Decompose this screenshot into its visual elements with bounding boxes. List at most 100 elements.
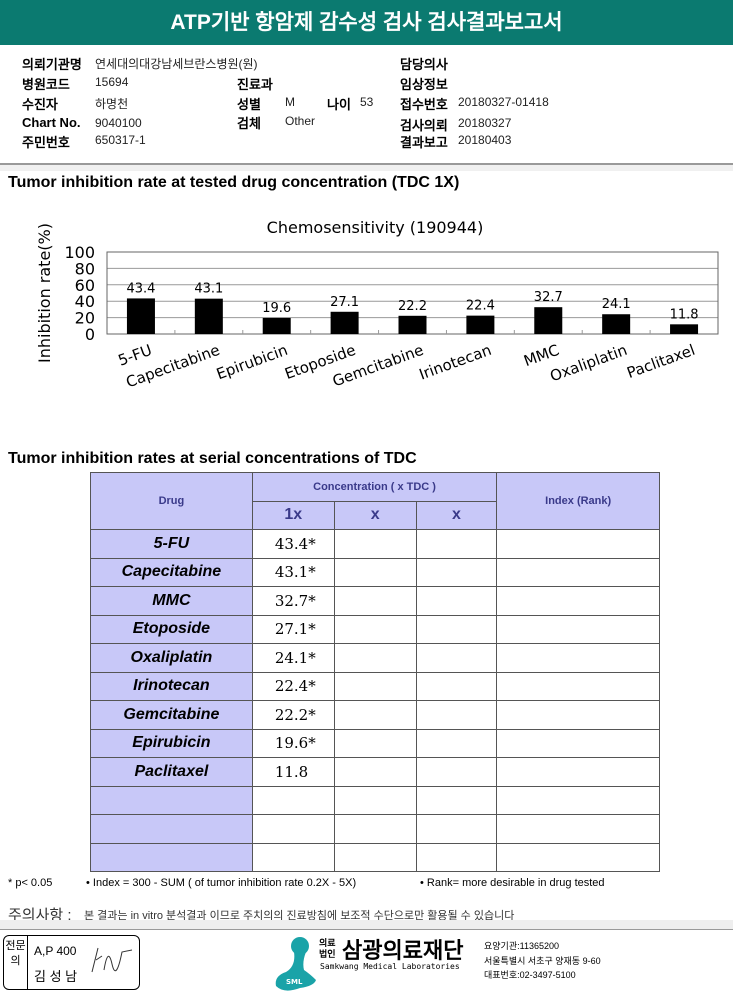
age-label: 나이 <box>327 97 351 112</box>
specialist-label: 전문의 <box>4 936 28 989</box>
bar <box>534 307 563 334</box>
footer-divider <box>0 920 733 930</box>
hospital-code: 15694 <box>95 75 129 89</box>
report-label: 결과보고 <box>400 135 448 150</box>
index-header: Index (Rank) <box>496 472 660 530</box>
table-row: Epirubicin 19.6* <box>90 728 660 758</box>
drug-name <box>90 842 253 872</box>
index-cell <box>496 586 660 616</box>
table-row <box>90 785 660 815</box>
data-label: 19.6 <box>262 301 291 316</box>
institution: 연세대의대강남세브란스병원(원) <box>95 57 258 71</box>
specialist-box: 전문의 A,P 400 김 성 남 <box>3 935 140 990</box>
request-date: 20180327 <box>458 116 512 130</box>
rate-cell <box>333 814 417 844</box>
x-tick-label: Oxaliplatin <box>548 341 630 386</box>
drug-name <box>90 814 253 844</box>
index-cell <box>496 728 660 758</box>
rate-1x: 43.4* <box>251 529 335 559</box>
rate-1x: 19.6* <box>251 728 335 758</box>
rate-cell <box>333 671 417 701</box>
drug-name: Epirubicin <box>90 728 253 758</box>
note-p-value: * p< 0.05 <box>8 877 53 889</box>
rate-cell <box>333 785 417 815</box>
rate-cell <box>415 785 498 815</box>
bar <box>194 298 223 334</box>
y-tick-label: 40 <box>75 292 95 311</box>
rate-cell <box>415 842 498 872</box>
table-row: 5-FU 43.4* <box>90 529 660 559</box>
specialist-name: 김 성 남 <box>34 969 78 984</box>
patient-label: 수진자 <box>22 97 58 112</box>
sex-label: 성별 <box>237 97 261 112</box>
signature <box>91 947 133 973</box>
data-label: 43.4 <box>126 281 155 296</box>
data-label: 43.1 <box>194 282 223 297</box>
svg-text:SML: SML <box>286 978 303 986</box>
drug-name: Irinotecan <box>90 671 253 701</box>
table-row: Paclitaxel 11.8 <box>90 757 660 787</box>
table-row: Etoposide 27.1* <box>90 614 660 644</box>
rate-cell <box>415 757 498 787</box>
bar <box>602 314 631 334</box>
bar <box>262 317 291 334</box>
section1-title: Tumor inhibition rate at tested drug con… <box>8 174 460 191</box>
y-tick-label: 20 <box>75 309 95 328</box>
receipt: 20180327-01418 <box>458 95 549 109</box>
rate-1x: 24.1* <box>251 643 335 673</box>
table-row <box>90 814 660 844</box>
table-row: Capecitabine 43.1* <box>90 557 660 587</box>
rate-cell <box>333 586 417 616</box>
sml-logo-icon: SML <box>275 937 316 991</box>
drug-name: Etoposide <box>90 614 253 644</box>
index-cell <box>496 700 660 730</box>
rate-1x: 22.4* <box>251 671 335 701</box>
index-cell <box>496 785 660 815</box>
bar <box>670 324 699 334</box>
report-title: ATP기반 항암제 감수성 검사 검사결과보고서 <box>0 0 733 45</box>
rate-1x <box>251 842 335 872</box>
concentration-header: Concentration ( x TDC ) <box>251 472 498 502</box>
rate-1x: 43.1* <box>251 557 335 587</box>
index-cell <box>496 671 660 701</box>
specimen-label: 검체 <box>237 116 261 131</box>
y-tick-label: 60 <box>75 276 95 295</box>
receipt-label: 접수번호 <box>400 97 448 112</box>
index-cell <box>496 757 660 787</box>
results-table: Drug Concentration ( x TDC ) Index (Rank… <box>90 472 660 872</box>
rate-cell <box>415 586 498 616</box>
bar <box>126 298 155 334</box>
index-cell <box>496 557 660 587</box>
rate-cell <box>333 529 417 559</box>
rate-cell <box>415 728 498 758</box>
note-index: • Index = 300 - SUM ( of tumor inhibitio… <box>86 877 357 889</box>
patient: 하명천 <box>95 97 129 111</box>
y-tick-label: 80 <box>75 259 95 278</box>
y-tick-label: 100 <box>64 243 95 262</box>
org-name-en: Samkwang Medical Laboratories <box>320 962 460 971</box>
institution-label: 의뢰기관명 <box>22 57 82 72</box>
divider <box>0 163 733 165</box>
id-label: 주민번호 <box>22 135 70 150</box>
index-cell <box>496 814 660 844</box>
data-label: 24.1 <box>602 297 631 312</box>
table-row: MMC 32.7* <box>90 586 660 616</box>
chart-no-label: Chart No. <box>22 115 81 130</box>
org-prefix: 의료법인 <box>319 938 336 959</box>
y-tick-label: 0 <box>85 325 95 344</box>
table-row: Irinotecan 22.4* <box>90 671 660 701</box>
index-cell <box>496 614 660 644</box>
drug-name: Capecitabine <box>90 557 253 587</box>
ap-number: A,P 400 <box>34 944 77 958</box>
id-number: 650317-1 <box>95 133 146 147</box>
sub-header-1x: 1x <box>251 500 335 530</box>
report-date: 20180403 <box>458 133 512 147</box>
bar <box>398 315 427 334</box>
data-label: 22.2 <box>398 299 427 314</box>
drug-name: Gemcitabine <box>90 700 253 730</box>
specimen: Other <box>285 114 316 128</box>
sex: M <box>285 95 295 109</box>
drug-header: Drug <box>90 472 253 530</box>
doctor-label: 담당의사 <box>400 57 448 72</box>
rate-cell <box>415 700 498 730</box>
